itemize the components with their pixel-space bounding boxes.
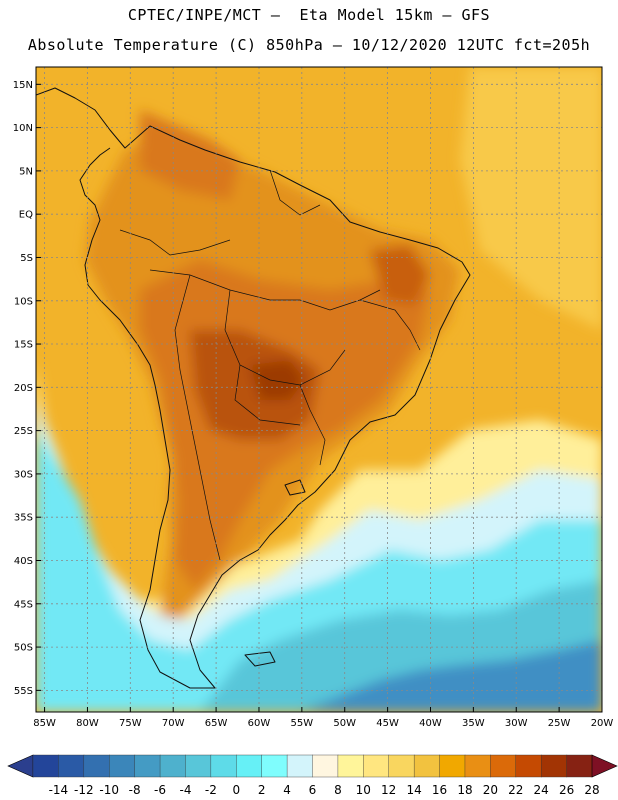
colorbar-swatch [515,754,542,778]
colorbar-swatch [413,754,441,778]
colorbar-left-arrow [7,754,34,778]
lon-label: 60W [248,718,271,729]
lon-label: 25W [548,718,571,729]
lat-label: 45S [14,599,33,610]
colorbar-label: -6 [154,783,166,797]
lon-label: 85W [33,718,56,729]
colorbar-swatch [363,754,390,778]
lon-label: 20W [591,718,614,729]
colorbar-label: -8 [129,783,141,797]
lon-label: 55W [291,718,314,729]
hottest-core [250,360,305,400]
longitude-axis: 85W 80W 75W 70W 65W 60W 55W 50W 45W 40W 35W 30W 25W 2… [33,707,613,729]
colorbar-label: 18 [457,783,472,797]
colorbar-swatch [337,754,364,778]
colorbar-label: 28 [584,783,599,797]
lat-label: 50S [14,643,33,654]
colorbar-label: 26 [559,783,574,797]
colorbar-label: 4 [283,783,291,797]
lon-label: 65W [205,718,228,729]
colorbar-label: -4 [180,783,192,797]
latitude-axis: 15N 10N 5N EQ 5S 10S 15S 20S 25S 30S 35S 40S 45S 50S 5… [13,80,41,697]
lat-label: 25S [14,426,33,437]
lat-label: 30S [14,469,33,480]
lon-label: 75W [119,718,142,729]
coastline [36,87,471,689]
map-title: CPTEC/INPE/MCT – Eta Model 15km – GFS [127,6,491,24]
colorbar-swatch [185,754,212,778]
colorbar-swatch [210,754,237,778]
colorbar-swatch [540,754,568,778]
colorbar-label: -2 [205,783,217,797]
lat-label: 5N [19,166,33,177]
colorbar-label: 0 [232,783,240,797]
colorbar-label: 6 [309,783,317,797]
colorbar-swatch [83,754,110,778]
colorbar-swatch [566,754,593,778]
colorbar-swatch [388,754,415,778]
colorbar-label: 2 [258,783,266,797]
colorbar-right-arrow [591,754,618,778]
lon-label: 45W [376,718,399,729]
colorbar-label: -12 [74,783,94,797]
colorbar-swatch [134,754,161,778]
colorbar-swatch [312,754,339,778]
colorbar [7,754,618,778]
northeast-warm-zone [460,67,602,330]
colorbar-label: 12 [381,783,396,797]
colorbar-swatch [58,754,85,778]
lat-label: 55S [14,686,33,697]
lat-label: 35S [14,513,33,524]
lat-label: EQ [19,210,33,221]
colorbar-swatch [236,754,263,778]
colorbar-label: 10 [356,783,371,797]
lon-label: 35W [462,718,485,729]
lat-label: 15N [13,80,33,91]
lat-label: 20S [14,383,33,394]
lon-label: 70W [162,718,185,729]
map-subtitle: Absolute Temperature (C) 850hPa – 10/12/… [27,36,591,54]
map-frame [35,66,603,713]
colorbar-swatch [286,754,313,778]
colorbar-label: -10 [99,783,119,797]
hot-core [190,330,320,440]
deep-cold-sea [300,640,602,712]
colorbar-swatch [464,754,491,778]
colorbar-swatch [159,754,186,778]
colorbar-swatch [439,754,466,778]
lon-label: 40W [419,718,442,729]
colorbar-swatch [261,754,288,778]
lat-label: 5S [20,253,33,264]
lat-label: 40S [14,556,33,567]
colorbar-label: 20 [483,783,498,797]
colorbar-label: 16 [432,783,447,797]
northeast-hot-spot [370,245,430,305]
lat-label: 10S [14,296,33,307]
lon-label: 30W [505,718,528,729]
colorbar-swatch [109,754,136,778]
colorbar-label: 22 [508,783,523,797]
country-borders [119,169,421,561]
colorbar-swatch [32,754,59,778]
lat-label: 15S [14,340,33,351]
lat-label: 10N [13,123,33,134]
lon-label: 80W [76,718,99,729]
colorbar-label: 8 [334,783,342,797]
lon-label: 50W [333,718,356,729]
colorbar-label: 14 [406,783,421,797]
colorbar-swatch [490,754,517,778]
colorbar-label: 24 [534,783,549,797]
temperature-field [36,67,602,712]
colorbar-label: -14 [49,783,69,797]
colorbar-labels: -14 -12 -10 -8 -6 -4 -2 0 2 4 6 8 10 12 14 16 18 20 22 24 26… [49,783,600,797]
